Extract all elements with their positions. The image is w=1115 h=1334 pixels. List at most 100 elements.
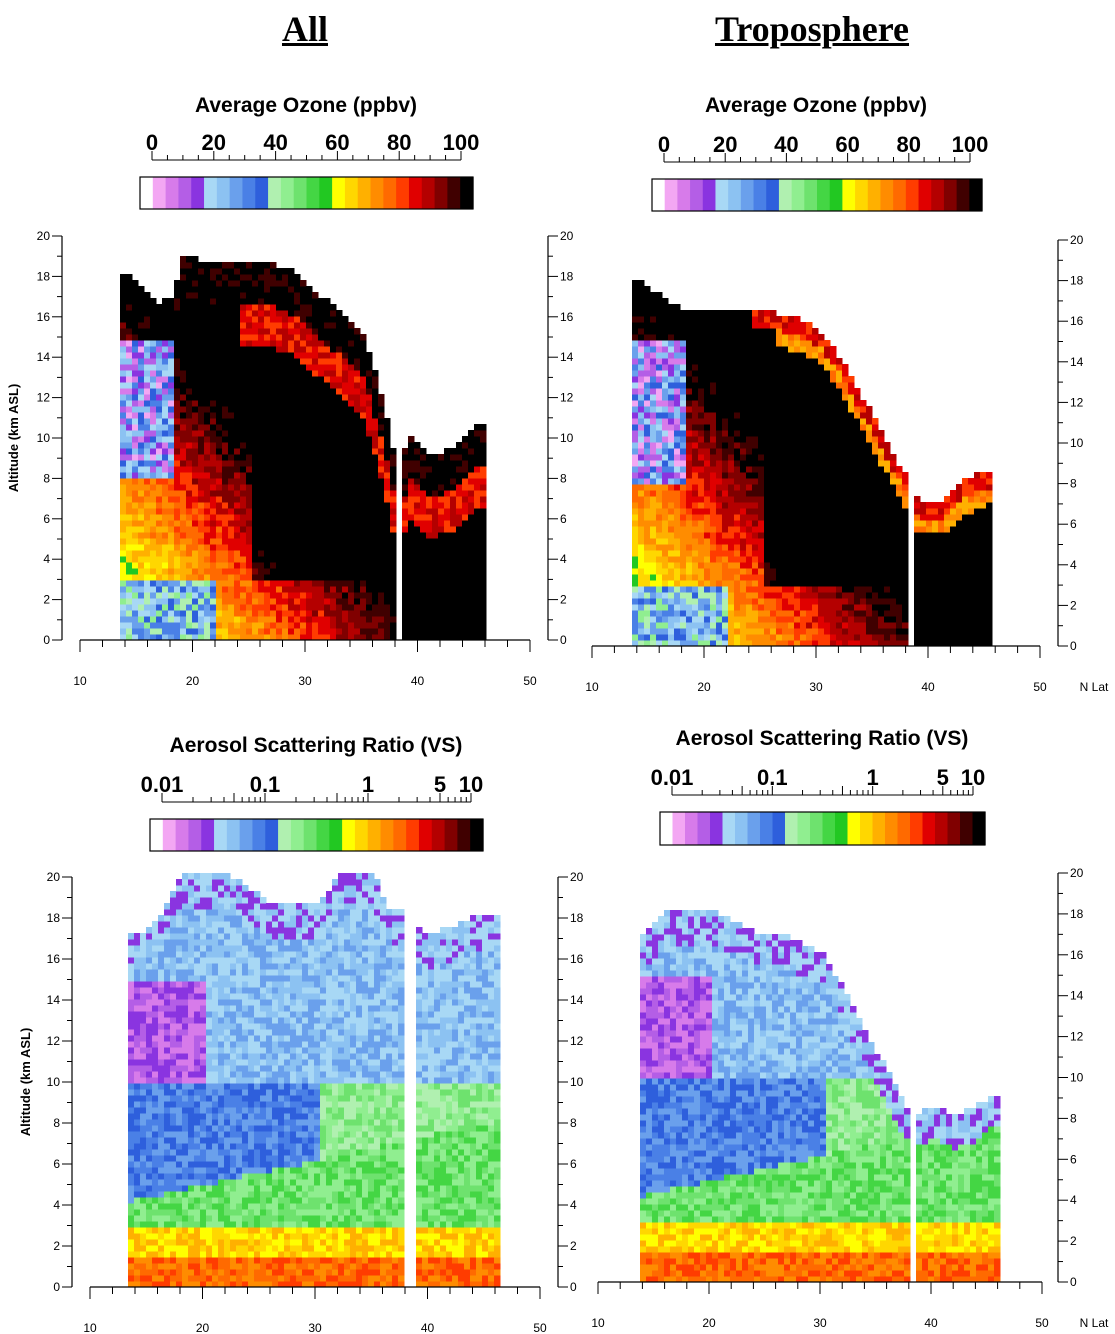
- heatmap-cell: [180, 574, 187, 581]
- heatmap-cell: [240, 370, 247, 377]
- heatmap-cell: [426, 598, 433, 605]
- heatmap-cell: [222, 340, 229, 347]
- heatmap-cell: [306, 424, 313, 431]
- heatmap-cell: [480, 604, 487, 611]
- heatmap-cell: [734, 316, 741, 323]
- heatmap-cell: [306, 544, 313, 551]
- heatmap-cell: [138, 346, 145, 353]
- heatmap-cell: [210, 382, 217, 389]
- heatmap-cell: [168, 574, 175, 581]
- heatmap-cell: [312, 406, 319, 413]
- heatmap-cell: [782, 496, 789, 503]
- heatmap-cell: [144, 448, 151, 455]
- heatmap-cell: [698, 316, 705, 323]
- heatmap-cell: [480, 622, 487, 629]
- heatmap-cell: [150, 304, 157, 311]
- heatmap-cell: [330, 430, 337, 437]
- heatmap-cell: [782, 640, 789, 647]
- heatmap-cell: [126, 316, 133, 323]
- heatmap-cell: [480, 448, 487, 455]
- heatmap-cell: [794, 418, 801, 425]
- heatmap-cell: [806, 562, 813, 569]
- heatmap-cell: [776, 466, 783, 473]
- heatmap-cell: [746, 520, 753, 527]
- heatmap-cell: [462, 580, 469, 587]
- heatmap-cell: [246, 502, 253, 509]
- heatmap-cell: [174, 298, 181, 305]
- heatmap-cell: [306, 526, 313, 533]
- heatmap-cell: [788, 334, 795, 341]
- heatmap-cell: [120, 424, 127, 431]
- colorbar-swatch: [242, 177, 256, 209]
- heatmap-cell: [456, 568, 463, 575]
- heatmap-cell: [758, 502, 765, 509]
- heatmap-cell: [156, 508, 163, 515]
- heatmap-cell: [632, 478, 639, 485]
- x-tick-label: 40: [411, 674, 425, 688]
- heatmap-cell: [740, 562, 747, 569]
- heatmap-cell: [668, 418, 675, 425]
- heatmap-cell: [716, 550, 723, 557]
- y-tick-label: 4: [560, 552, 567, 566]
- heatmap-cell: [222, 628, 229, 635]
- heatmap-cell: [258, 472, 265, 479]
- heatmap-cell: [794, 376, 801, 383]
- heatmap-cell: [722, 370, 729, 377]
- heatmap-cell: [324, 478, 331, 485]
- heatmap-cell: [402, 490, 409, 497]
- heatmap-cell: [402, 484, 409, 491]
- heatmap-cell: [234, 346, 241, 353]
- heatmap-cell: [270, 382, 277, 389]
- heatmap-cell: [722, 322, 729, 329]
- heatmap-cell: [698, 424, 705, 431]
- heatmap-cell: [698, 436, 705, 443]
- heatmap-cell: [770, 358, 777, 365]
- heatmap-cell: [138, 352, 145, 359]
- heatmap-cell: [132, 598, 139, 605]
- heatmap-cell: [120, 352, 127, 359]
- heatmap-cell: [632, 328, 639, 335]
- heatmap-cell: [318, 508, 325, 515]
- heatmap-cell: [426, 550, 433, 557]
- heatmap-cell: [222, 268, 229, 275]
- heatmap-cell: [282, 520, 289, 527]
- heatmap-cell: [740, 502, 747, 509]
- heatmap-cell: [192, 382, 199, 389]
- heatmap-cell: [758, 352, 765, 359]
- heatmap-cell: [686, 514, 693, 521]
- heatmap-cell: [710, 544, 717, 551]
- heatmap-cell: [270, 532, 277, 539]
- heatmap-cell: [144, 358, 151, 365]
- heatmap-cell: [668, 334, 675, 341]
- heatmap-cell: [264, 562, 271, 569]
- heatmap-cell: [656, 370, 663, 377]
- heatmap-cell: [216, 388, 223, 395]
- heatmap-cell: [180, 442, 187, 449]
- heatmap-cell: [372, 436, 379, 443]
- heatmap-cell: [770, 574, 777, 581]
- heatmap-cell: [722, 358, 729, 365]
- colorbar-tick-label: 100: [443, 130, 480, 155]
- heatmap-cell: [764, 538, 771, 545]
- heatmap-cell: [174, 544, 181, 551]
- heatmap-cell: [782, 334, 789, 341]
- heatmap-cell: [294, 352, 301, 359]
- heatmap-cell: [680, 310, 687, 317]
- heatmap-cell: [120, 490, 127, 497]
- heatmap-cell: [198, 532, 205, 539]
- heatmap-cell: [120, 484, 127, 491]
- heatmap-cell: [776, 604, 783, 611]
- colorbar-swatch: [152, 177, 167, 209]
- heatmap-cell: [252, 358, 259, 365]
- heatmap-cell: [246, 490, 253, 497]
- heatmap-cell: [746, 406, 753, 413]
- heatmap-cell: [384, 550, 391, 557]
- heatmap-cell: [330, 436, 337, 443]
- heatmap-cell: [674, 592, 681, 599]
- heatmap-cell: [432, 598, 439, 605]
- heatmap-cell: [384, 490, 391, 497]
- heatmap-cell: [644, 544, 651, 551]
- heatmap-cell: [138, 328, 145, 335]
- heatmap-cell: [318, 562, 325, 569]
- heatmap-cell: [222, 316, 229, 323]
